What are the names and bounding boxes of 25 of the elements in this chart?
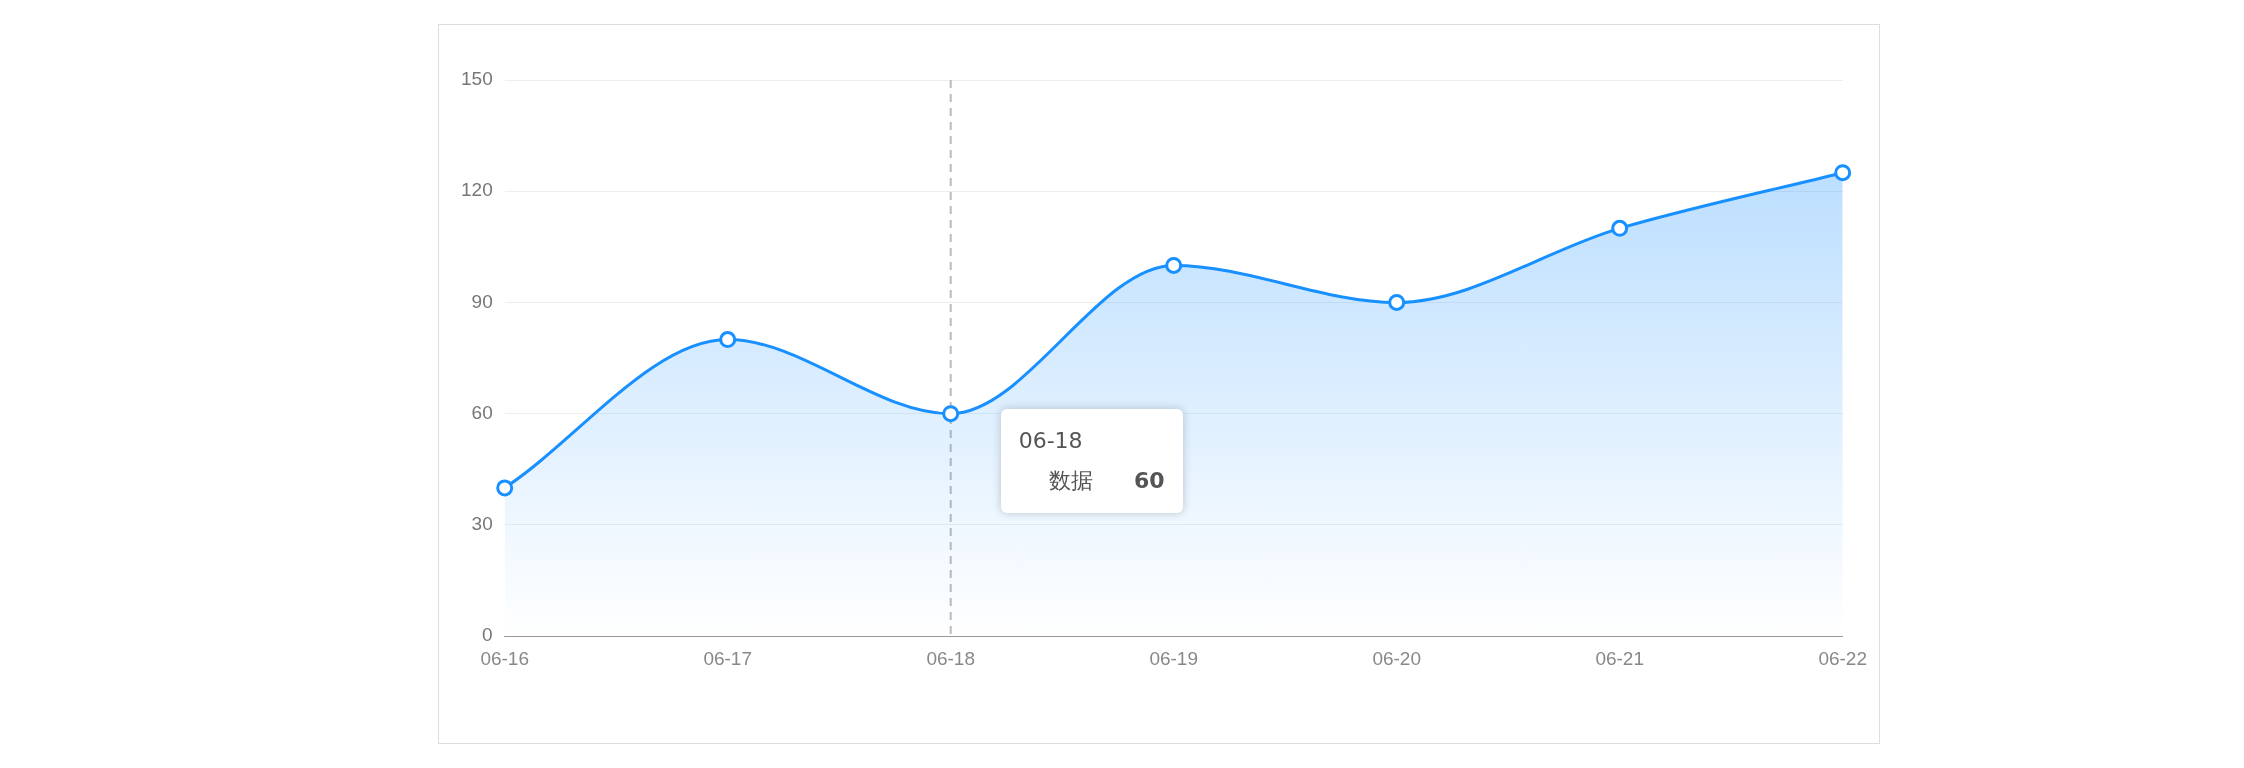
y-tick-label: 60 bbox=[471, 401, 493, 423]
annotation: 60 bbox=[1134, 466, 1165, 495]
point bbox=[942, 405, 960, 423]
annotation: 数据 bbox=[1048, 466, 1093, 495]
y-tick-label: 30 bbox=[471, 513, 493, 535]
point bbox=[496, 479, 514, 497]
point bbox=[1834, 164, 1852, 182]
y-tick-label: 0 bbox=[482, 624, 493, 646]
point bbox=[719, 331, 737, 349]
point bbox=[1165, 256, 1183, 274]
tooltip-box: 06-18 数据 60 bbox=[1000, 408, 1183, 513]
chart-frame: 06-16 06-17 06-18 06-19 06-20 06-21 06-22 0 30 60 90 120 150 06-18 数据 60 bbox=[438, 24, 1880, 744]
x-tick-label: 06-20 bbox=[1372, 647, 1422, 669]
x-tick-label: 06-16 bbox=[480, 647, 530, 669]
x-tick-label: 06-17 bbox=[703, 647, 753, 669]
point bbox=[1388, 293, 1406, 311]
y-tick-label: 120 bbox=[461, 179, 493, 201]
x-tick-label: 06-21 bbox=[1595, 647, 1645, 669]
x-tick-label: 06-19 bbox=[1149, 647, 1199, 669]
y-tick-label: 150 bbox=[461, 68, 493, 90]
point bbox=[1611, 219, 1629, 237]
x-tick-label: 06-22 bbox=[1818, 647, 1868, 669]
x-tick-label: 06-18 bbox=[926, 647, 976, 669]
annotation: 06-18 bbox=[1018, 426, 1084, 455]
y-tick-label: 90 bbox=[471, 290, 493, 312]
